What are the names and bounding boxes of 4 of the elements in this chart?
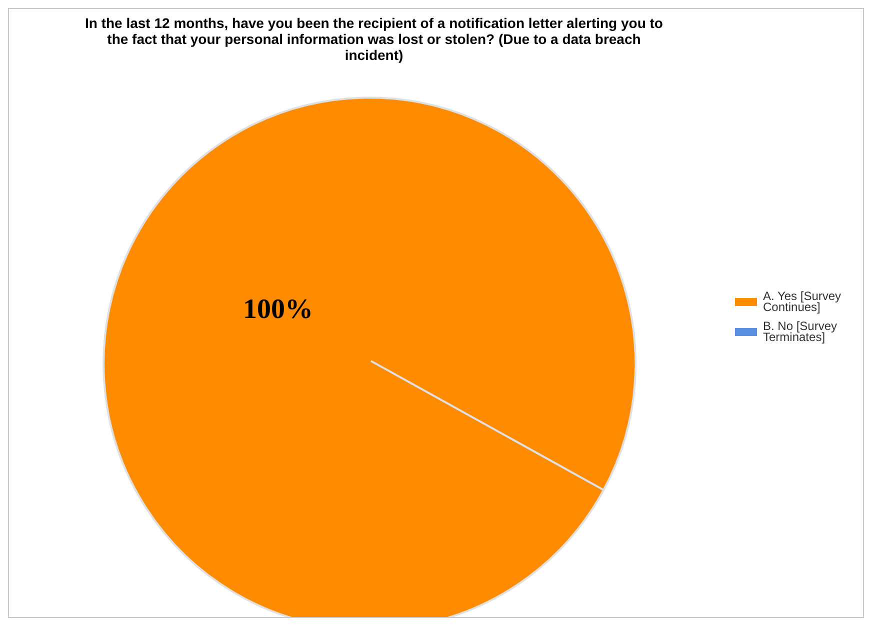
legend-label: A. Yes [Survey Continues] xyxy=(763,289,842,314)
legend-label: B. No [Survey Terminates] xyxy=(763,319,838,344)
data-label: 100% xyxy=(242,294,313,325)
chart-title: In the last 12 months, have you been the recipient of a notification letter alerting you to the fact that your personal information was lost or stolen? (Due to a data breach incident) xyxy=(84,15,664,63)
